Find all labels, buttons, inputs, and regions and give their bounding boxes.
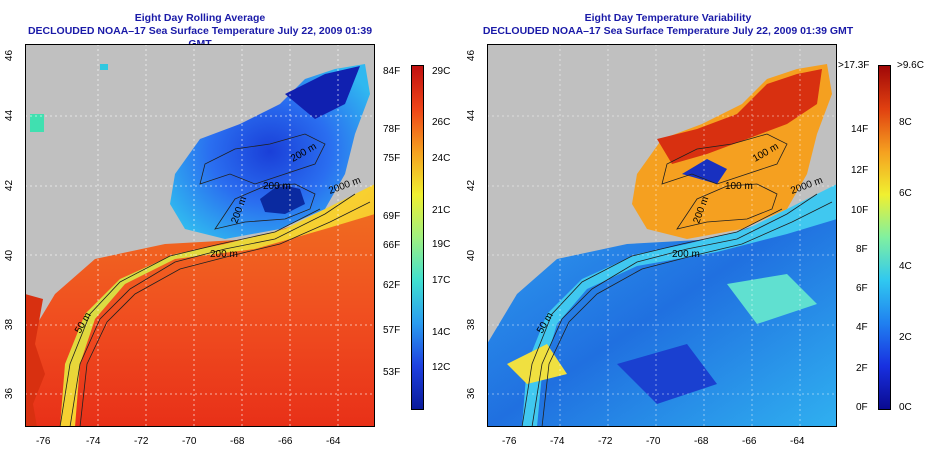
colorbar-f-label: 6F: [856, 283, 868, 294]
georges-bank-cold: [260, 184, 305, 214]
contour-label: 100 m: [725, 181, 753, 192]
y-tick-label: 38: [466, 318, 478, 331]
colorbar-c-label: 29C: [432, 66, 451, 77]
x-tick-label: -70: [646, 436, 661, 447]
colorbar-c-label: 8C: [899, 117, 912, 128]
colorbar-c-label: 26C: [432, 117, 451, 128]
x-tick-label: -74: [550, 436, 565, 447]
colorbar-c-label: 17C: [432, 275, 451, 286]
warm-ocean: [25, 194, 375, 427]
colorbar-f-label: 12F: [851, 165, 869, 176]
contour-label: 200 m: [263, 181, 291, 192]
colorbar-f-label: 2F: [856, 363, 868, 374]
x-tick-label: -72: [598, 436, 613, 447]
shelf-variability: [522, 184, 837, 427]
x-tick-label: -64: [326, 436, 341, 447]
right-colorbar-gradient: [879, 66, 890, 409]
left-map-svg: 200 m 50 m 2000 m 200 m 200 m 200 m: [25, 44, 375, 428]
colorbar-c-label: 6C: [899, 188, 912, 199]
x-tick-label: -74: [86, 436, 101, 447]
variability-patch: [617, 344, 717, 404]
colorbar-f-label: 4F: [856, 322, 868, 333]
y-tick-label: 44: [466, 109, 478, 122]
lake-patch: [100, 64, 108, 70]
contour-label: 200 m: [672, 249, 700, 260]
y-tick-label: 42: [466, 179, 478, 192]
colorbar-f-label: 78F: [383, 124, 401, 135]
colorbar-f-label: 10F: [851, 205, 869, 216]
colorbar-f-label: 69F: [383, 211, 401, 222]
y-tick-label: 38: [4, 318, 16, 331]
colorbar-f-label: 57F: [383, 325, 401, 336]
right-subtitle: DECLOUDED NOAA–17 Sea Surface Temperatur…: [482, 25, 854, 37]
left-colorbar: [411, 65, 424, 410]
x-tick-label: -64: [790, 436, 805, 447]
colorbar-f-label: 62F: [383, 280, 401, 291]
colorbar-f-label: 14F: [851, 124, 869, 135]
colorbar-c-label: 2C: [899, 332, 912, 343]
low-variability-patch: [682, 159, 727, 184]
x-tick-label: -76: [502, 436, 517, 447]
y-tick-label: 40: [466, 249, 478, 262]
right-contours: [521, 133, 833, 428]
colorbar-c-label: 4C: [899, 261, 912, 272]
variability-patch: [507, 344, 567, 384]
colorbar-f-label: 75F: [383, 153, 401, 164]
colorbar-c-label: 19C: [432, 239, 451, 250]
contour-label: 200 m: [210, 249, 238, 260]
lake-patch: [30, 114, 44, 132]
right-grid: [487, 44, 837, 427]
variability-patch: [727, 274, 817, 324]
colorbar-f-label: >17.3F: [838, 60, 870, 71]
colorbar-c-label: 24C: [432, 153, 451, 164]
variability-ocean: [487, 194, 837, 427]
y-tick-label: 46: [4, 49, 16, 62]
y-tick-label: 44: [4, 109, 16, 122]
y-tick-label: 40: [4, 249, 16, 262]
colorbar-c-label: >9.6C: [897, 60, 924, 71]
x-tick-label: -66: [278, 436, 293, 447]
bay-of-fundy-cold: [285, 66, 360, 119]
colorbar-f-label: 66F: [383, 240, 401, 251]
left-map: 200 m 50 m 2000 m 200 m 200 m 200 m: [25, 44, 375, 428]
colorbar-c-label: 21C: [432, 205, 451, 216]
left-title-main: Eight Day Rolling Average: [134, 12, 266, 24]
highest-variability: [657, 69, 822, 164]
y-tick-label: 46: [466, 49, 478, 62]
right-title-main: Eight Day Temperature Variability: [584, 12, 752, 24]
right-map-svg: 200 m 50 m 2000 m 100 m 100 m 200 m: [487, 44, 837, 428]
y-tick-label: 36: [466, 387, 478, 400]
right-title: Eight Day Temperature Variability DECLOU…: [478, 12, 858, 38]
colorbar-c-label: 0C: [899, 402, 912, 413]
colorbar-f-label: 84F: [383, 66, 401, 77]
left-contours: [59, 133, 371, 428]
x-tick-label: -68: [230, 436, 245, 447]
x-tick-label: -66: [742, 436, 757, 447]
y-tick-label: 36: [4, 387, 16, 400]
colorbar-f-label: 8F: [856, 244, 868, 255]
colorbar-f-label: 0F: [856, 402, 868, 413]
left-map-frame: [25, 44, 375, 427]
x-tick-label: -72: [134, 436, 149, 447]
right-map: 200 m 50 m 2000 m 100 m 100 m 200 m: [487, 44, 837, 428]
shelf-water: [60, 184, 375, 427]
colorbar-c-label: 14C: [432, 327, 451, 338]
x-tick-label: -76: [36, 436, 51, 447]
colorbar-c-label: 12C: [432, 362, 451, 373]
x-tick-label: -68: [694, 436, 709, 447]
right-colorbar: [878, 65, 891, 410]
x-tick-label: -70: [182, 436, 197, 447]
colorbar-f-label: 53F: [383, 367, 401, 378]
left-grid: [25, 44, 375, 427]
right-map-frame: [487, 44, 837, 427]
left-colorbar-gradient: [412, 66, 423, 409]
y-tick-label: 42: [4, 179, 16, 192]
